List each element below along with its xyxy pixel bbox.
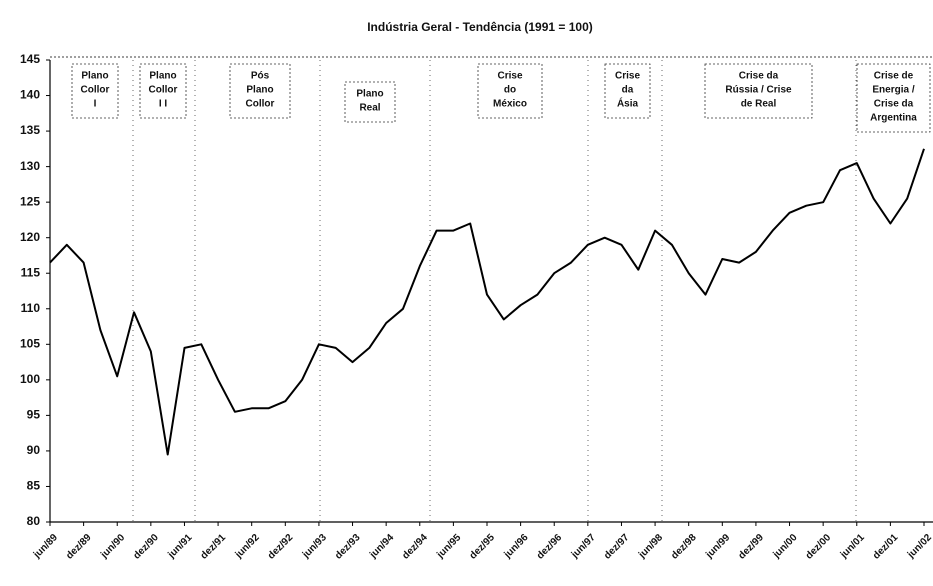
y-tick-label: 105 [20, 336, 40, 350]
y-tick-label: 130 [20, 159, 40, 173]
annotation-text: Collor [149, 85, 178, 96]
x-tick-label: jun/99 [703, 532, 732, 561]
chart-title: Indústria Geral - Tendência (1991 = 100) [367, 20, 593, 34]
x-tick-label: jun/92 [233, 532, 262, 561]
x-tick-label: dez/92 [266, 532, 296, 562]
x-tick-label: dez/00 [804, 532, 834, 562]
annotation-text: Argentina [870, 113, 917, 124]
annotation-text: Crise da [874, 99, 914, 110]
annotation-box [477, 63, 543, 119]
annotation-text: do [504, 85, 516, 96]
x-tick-label: jun/94 [367, 532, 396, 561]
y-tick-label: 135 [20, 123, 40, 137]
x-tick-label: dez/96 [535, 532, 565, 562]
annotation-box [139, 63, 187, 119]
x-tick-label: jun/02 [905, 532, 933, 561]
x-tick-label: dez/98 [669, 532, 699, 562]
x-tick-label: jun/93 [300, 532, 329, 561]
annotation-text: Plano [356, 89, 383, 100]
annotation-box [71, 63, 119, 119]
annotation-box [604, 63, 651, 119]
annotation-text: I I [159, 99, 168, 110]
x-tick-label: dez/01 [871, 532, 901, 562]
y-tick-label: 110 [21, 301, 41, 315]
x-tick-label: jun/90 [98, 532, 127, 561]
annotation-text: Collor [246, 99, 275, 110]
annotation-text: Plano [246, 85, 273, 96]
x-tick-label: jun/01 [838, 532, 867, 561]
annotation-text: da [622, 85, 634, 96]
y-tick-label: 90 [27, 443, 41, 457]
annotation-box [229, 63, 291, 119]
annotation-box [856, 63, 931, 133]
x-tick-label: dez/91 [199, 532, 229, 562]
x-tick-label: dez/94 [400, 532, 430, 562]
x-tick-label: dez/89 [64, 532, 94, 562]
annotation-text: Ásia [617, 97, 639, 110]
annotation-text: Collor [81, 85, 110, 96]
annotation-text: México [493, 99, 527, 110]
x-tick-label: dez/90 [131, 532, 161, 562]
x-tick-label: jun/98 [636, 532, 665, 561]
x-tick-label: jun/89 [31, 532, 60, 561]
x-tick-label: dez/99 [737, 532, 767, 562]
y-tick-label: 85 [27, 479, 41, 493]
x-tick-label: jun/95 [434, 532, 463, 561]
annotation-text: Real [359, 103, 380, 114]
y-tick-label: 115 [21, 265, 41, 279]
y-tick-label: 95 [27, 408, 41, 422]
y-tick-label: 145 [20, 52, 40, 66]
y-tick-label: 100 [20, 372, 40, 386]
x-tick-label: dez/95 [468, 532, 498, 562]
x-tick-label: dez/93 [333, 532, 363, 562]
data-line [49, 148, 925, 456]
annotation-text: Crise [615, 71, 640, 82]
annotation-text: Rússia / Crise [725, 85, 792, 96]
annotation-box [344, 81, 396, 123]
x-tick-label: jun/97 [569, 532, 598, 561]
y-tick-label: 80 [27, 514, 41, 528]
annotation-text: Pós [251, 71, 270, 82]
y-tick-label: 120 [20, 230, 40, 244]
annotation-text: Energia / [872, 85, 914, 96]
x-tick-label: jun/91 [166, 532, 195, 561]
annotation-text: Plano [81, 71, 108, 82]
y-tick-label: 125 [20, 194, 40, 208]
annotation-box [704, 63, 813, 119]
annotation-text: Crise da [739, 71, 779, 82]
annotation-text: I [94, 99, 97, 110]
x-tick-label: jun/00 [771, 532, 800, 561]
y-tick-label: 140 [20, 88, 40, 102]
x-tick-label: jun/96 [502, 532, 531, 561]
x-tick-label: dez/97 [602, 532, 632, 562]
annotation-text: Plano [149, 71, 176, 82]
annotation-text: de Real [741, 99, 777, 110]
annotation-text: Crise de [874, 71, 914, 82]
annotation-text: Crise [497, 71, 522, 82]
